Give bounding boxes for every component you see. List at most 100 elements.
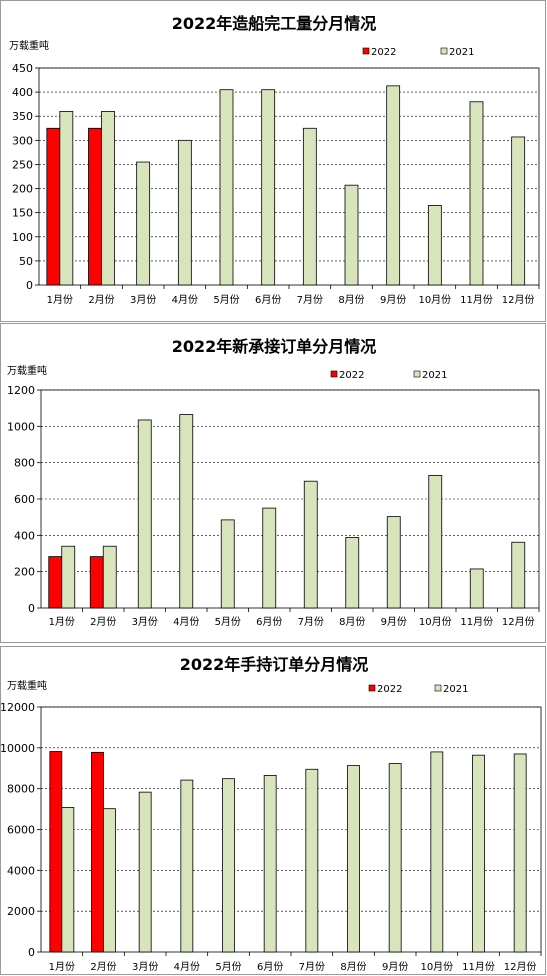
chart-panel-new-orders: 2022年新承接订单分月情况 万载重吨 2022 2021 0 200 400 600 800 1… xyxy=(0,323,546,643)
x-category-label: 10月份 xyxy=(420,961,453,973)
chart-panel-completions: 2022年造船完工量分月情况 万载重吨 2022 2021 0 50 100 150 200 25… xyxy=(0,0,546,322)
y-tick-label: 6000 xyxy=(7,824,35,837)
y-tick-label: 450 xyxy=(12,62,33,75)
x-category-label: 1月份 xyxy=(47,294,73,306)
bar-2021-8 xyxy=(345,537,360,609)
x-category-label: 1月份 xyxy=(49,616,75,628)
x-category-label: 6月份 xyxy=(255,294,281,306)
chart-panel-orderbook: 2022年手持订单分月情况 万载重吨 2022 2021 0 2000 4000 6000 80… xyxy=(0,646,546,975)
x-category-label: 1月份 xyxy=(49,961,75,973)
bar-2021-4 xyxy=(177,139,192,286)
x-category-label: 10月份 xyxy=(418,294,451,306)
legend-swatch xyxy=(440,47,448,55)
x-category-label: 6月份 xyxy=(256,616,282,628)
legend-label: 2022 xyxy=(371,47,396,58)
y-axis-unit-label: 万载重吨 xyxy=(7,679,47,692)
x-category-label: 4月份 xyxy=(172,294,198,306)
legend-swatch xyxy=(330,370,338,378)
y-tick-label: 4000 xyxy=(7,864,35,877)
y-tick-label: 0 xyxy=(28,946,35,959)
y-tick-label: 50 xyxy=(19,255,33,268)
y-tick-label: 600 xyxy=(14,493,35,506)
y-tick-label: 250 xyxy=(12,158,33,171)
bar-2021-9 xyxy=(386,516,401,609)
y-tick-label: 400 xyxy=(12,86,33,99)
bar-2021-10 xyxy=(428,474,443,609)
bar-2021-4 xyxy=(180,779,194,953)
y-tick-label: 300 xyxy=(12,134,33,147)
bar-2021-1 xyxy=(61,545,76,609)
x-category-label: 11月份 xyxy=(460,294,493,306)
x-category-label: 5月份 xyxy=(215,961,241,973)
bar-2021-12 xyxy=(513,753,527,953)
x-category-label: 9月份 xyxy=(381,616,407,628)
x-category-label: 12月份 xyxy=(504,961,537,973)
y-tick-label: 150 xyxy=(12,207,33,220)
x-category-label: 10月份 xyxy=(419,616,452,628)
x-category-label: 2月份 xyxy=(90,961,116,973)
x-category-label: 2月份 xyxy=(90,616,116,628)
bar-2022-1 xyxy=(46,127,61,286)
x-category-label: 4月份 xyxy=(174,961,200,973)
bar-2022-2 xyxy=(91,751,104,953)
y-tick-label: 400 xyxy=(14,529,35,542)
x-category-label: 7月份 xyxy=(297,294,323,306)
bar-2021-5 xyxy=(222,778,235,953)
legend-swatch xyxy=(434,684,442,692)
chart-title: 2022年手持订单分月情况 xyxy=(180,655,369,674)
x-category-label: 7月份 xyxy=(298,616,324,628)
x-category-label: 3月份 xyxy=(132,616,158,628)
legend-swatch xyxy=(413,370,421,378)
bar-2021-2 xyxy=(102,545,117,609)
legend-label: 2022 xyxy=(377,684,402,695)
bar-2021-1 xyxy=(61,807,75,953)
bar-2021-6 xyxy=(262,507,277,609)
legend-label: 2021 xyxy=(443,684,468,695)
bar-2021-11 xyxy=(469,101,484,286)
y-tick-label: 100 xyxy=(12,231,33,244)
bar-2021-7 xyxy=(305,768,319,953)
bar-2021-12 xyxy=(511,541,526,609)
bar-2021-9 xyxy=(386,85,401,286)
bar-2021-3 xyxy=(138,791,152,953)
bar-2021-2 xyxy=(103,808,116,953)
y-tick-label: 1200 xyxy=(7,384,35,397)
x-category-label: 5月份 xyxy=(213,294,239,306)
x-category-label: 4月份 xyxy=(173,616,199,628)
bar-2021-9 xyxy=(388,763,402,953)
bar-2021-8 xyxy=(344,184,359,286)
bar-2021-5 xyxy=(219,89,234,286)
bar-2021-3 xyxy=(137,419,152,609)
bar-2021-6 xyxy=(263,774,277,953)
bar-2022-1 xyxy=(49,751,63,953)
chart-title: 2022年新承接订单分月情况 xyxy=(172,337,377,356)
y-axis-unit-label: 万载重吨 xyxy=(9,39,49,52)
x-category-label: 8月份 xyxy=(338,294,364,306)
x-category-label: 5月份 xyxy=(215,616,241,628)
y-axis-unit-label: 万载重吨 xyxy=(7,364,47,377)
legend-label: 2021 xyxy=(422,370,447,381)
legend-swatch xyxy=(368,684,376,692)
legend-label: 2022 xyxy=(339,370,364,381)
y-tick-label: 10000 xyxy=(1,742,35,755)
bar-2021-7 xyxy=(302,127,317,286)
bar-2022-2 xyxy=(89,556,104,609)
y-tick-label: 350 xyxy=(12,110,33,123)
bar-2021-10 xyxy=(430,751,444,953)
x-category-label: 3月份 xyxy=(132,961,158,973)
x-category-label: 9月份 xyxy=(380,294,406,306)
bar-2021-12 xyxy=(511,136,526,286)
bar-2022-1 xyxy=(48,556,63,609)
x-category-label: 8月份 xyxy=(340,961,366,973)
bar-2021-11 xyxy=(472,754,485,953)
x-category-label: 11月份 xyxy=(460,616,493,628)
bar-2022-2 xyxy=(88,127,102,286)
bar-2021-8 xyxy=(347,765,360,953)
y-tick-label: 8000 xyxy=(7,783,35,796)
x-category-label: 6月份 xyxy=(257,961,283,973)
legend-label: 2021 xyxy=(449,47,474,58)
bar-2021-6 xyxy=(261,89,276,286)
